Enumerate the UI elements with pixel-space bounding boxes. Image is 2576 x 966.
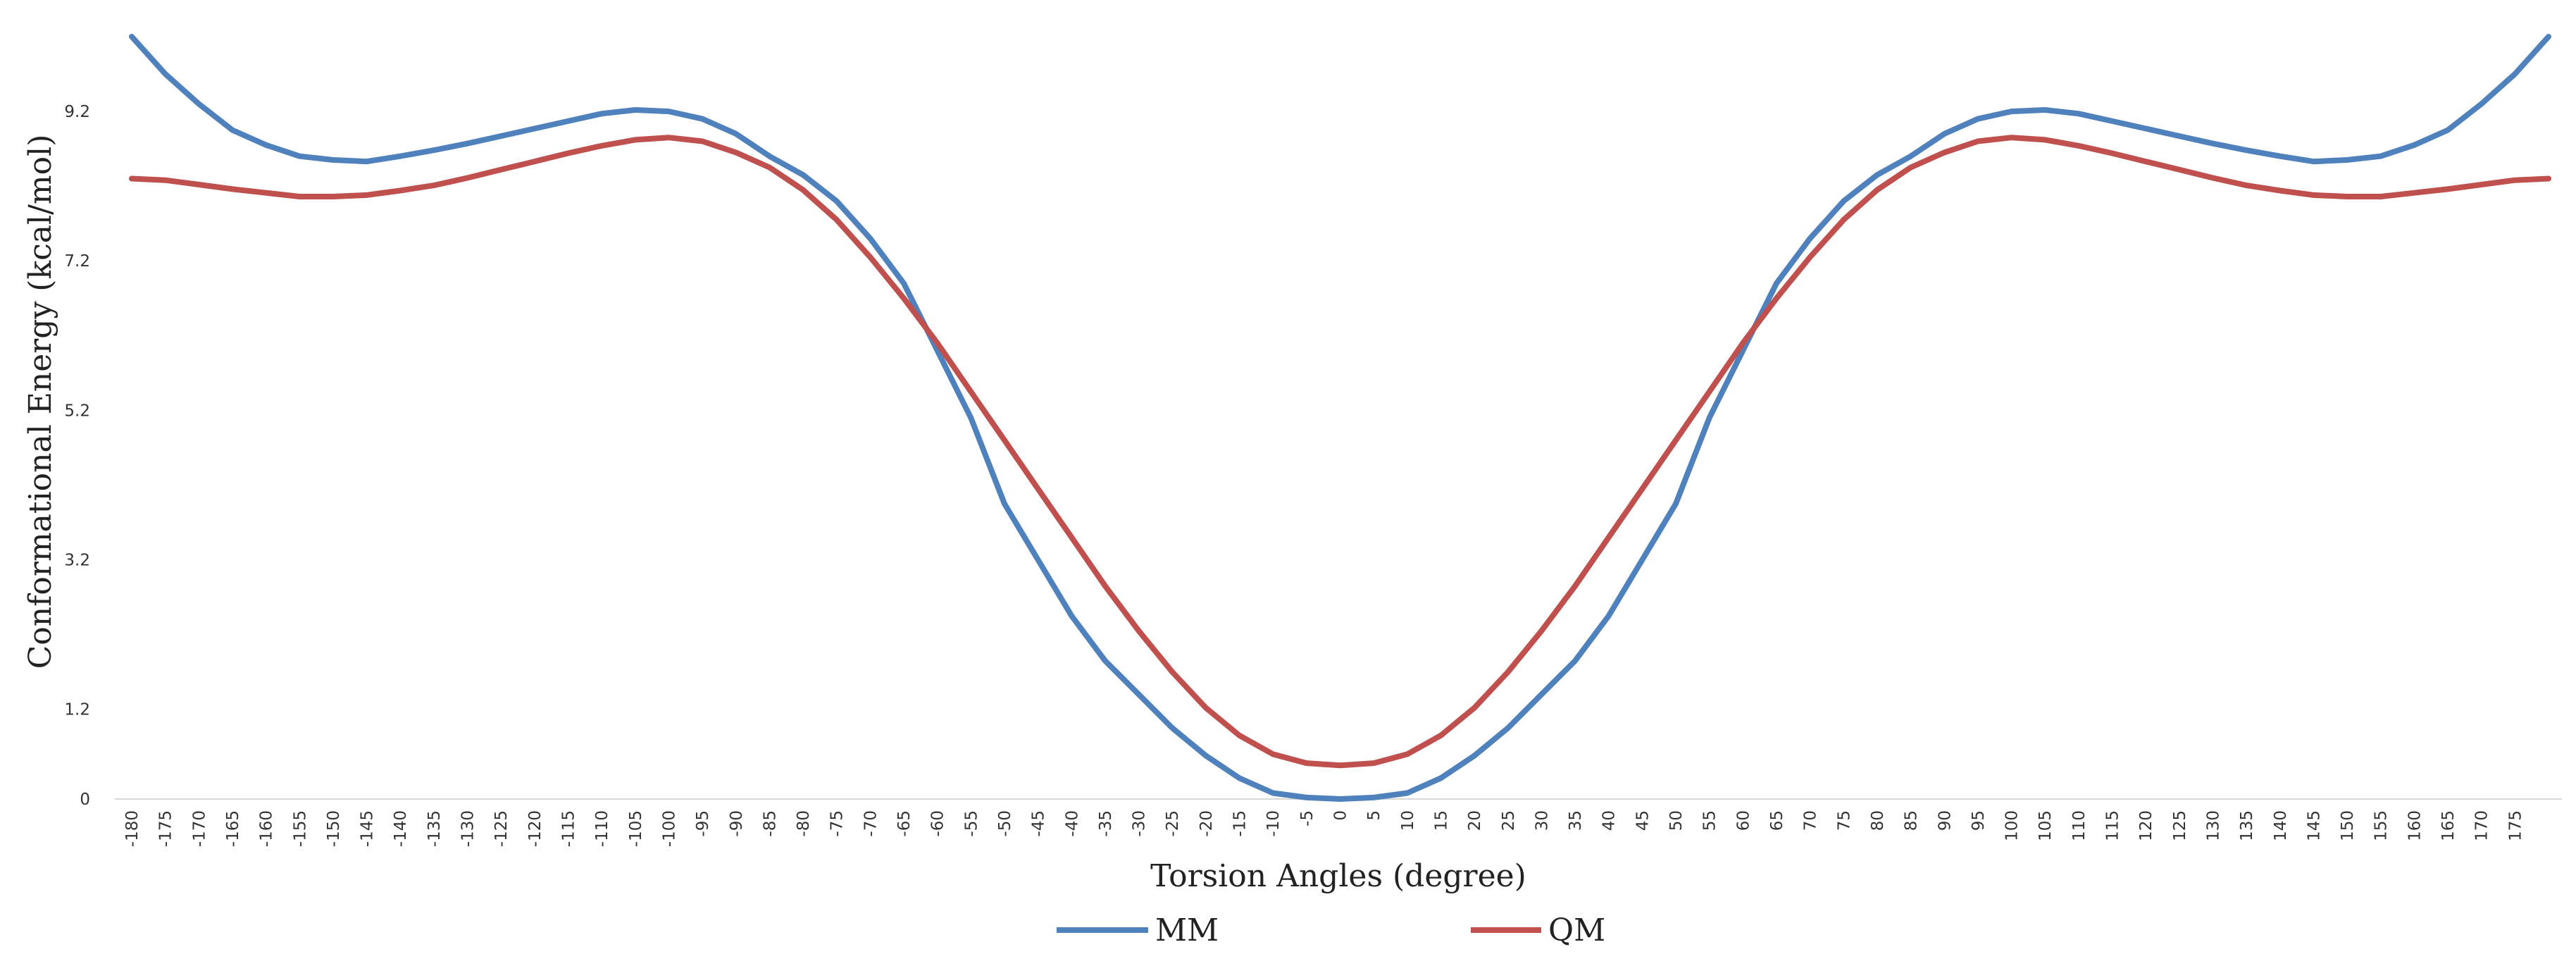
x-tick-label: 10 (1399, 810, 1417, 831)
series-lines (129, 34, 2551, 802)
y-tick-label: 7.2 (64, 252, 90, 271)
x-tick-label: -25 (1164, 810, 1182, 837)
x-tick-label: -140 (392, 810, 410, 847)
x-tick-label: 85 (1903, 810, 1921, 831)
x-tick-label: -155 (291, 810, 309, 847)
x-tick-label: 40 (1600, 810, 1619, 831)
x-tick-label: -65 (895, 810, 914, 837)
x-tick-label: 120 (2137, 810, 2155, 841)
x-tick-label: -35 (1097, 810, 1115, 837)
x-tick-label: 0 (1332, 810, 1350, 821)
x-tick-label: -120 (526, 810, 545, 847)
x-tick-label: 105 (2036, 810, 2055, 841)
x-tick-label: 20 (1466, 810, 1484, 831)
x-axis-ticks: -180 -175 -170 -165 -160 -155 -150 -145 -140 -135… (123, 810, 2525, 847)
series-line-mm (129, 34, 2551, 802)
x-tick-label: 125 (2171, 810, 2189, 841)
x-tick-label: 170 (2473, 810, 2491, 841)
x-tick-label: 150 (2339, 810, 2357, 841)
y-tick-label: 9.2 (64, 103, 90, 121)
x-tick-label: 110 (2070, 810, 2089, 841)
x-tick-label: -55 (962, 810, 981, 837)
x-tick-label: 145 (2305, 810, 2323, 841)
x-tick-label: -170 (190, 810, 209, 847)
x-tick-label: -80 (795, 810, 813, 837)
x-tick-label: 80 (1869, 810, 1887, 831)
x-tick-label: -110 (593, 810, 611, 847)
x-tick-label: 25 (1500, 810, 1518, 831)
x-tick-label: -160 (258, 810, 276, 847)
y-axis-title: Conformational Energy (kcal/mol) (23, 135, 58, 669)
legend: MM QM (1057, 912, 1605, 948)
x-tick-label: 45 (1634, 810, 1652, 831)
x-tick-label: 155 (2372, 810, 2391, 841)
x-tick-label: 5 (1365, 810, 1383, 821)
x-tick-label: -40 (1063, 810, 1081, 837)
y-axis-ticks: 0 1.2 3.2 5.2 7.2 9.2 (64, 103, 90, 809)
x-tick-label: -145 (359, 810, 377, 847)
x-axis-title: Torsion Angles (degree) (1150, 858, 1526, 894)
x-tick-label: -30 (1131, 810, 1149, 837)
x-tick-label: 50 (1667, 810, 1686, 831)
x-tick-label: -105 (627, 810, 645, 847)
x-tick-label: 175 (2506, 810, 2525, 841)
x-tick-label: 90 (1936, 810, 1954, 831)
x-tick-label: 140 (2272, 810, 2290, 841)
x-tick-label: -100 (660, 810, 678, 847)
legend-label-qm: QM (1548, 912, 1605, 948)
x-tick-label: 65 (1768, 810, 1786, 831)
x-tick-label: -175 (157, 810, 175, 847)
x-tick-label: 135 (2238, 810, 2256, 841)
x-tick-label: -135 (425, 810, 444, 847)
x-tick-label: -75 (828, 810, 847, 837)
x-tick-label: -125 (492, 810, 511, 847)
x-tick-label: -90 (728, 810, 746, 837)
x-tick-label: 60 (1734, 810, 1753, 831)
y-tick-label: 3.2 (64, 552, 90, 570)
legend-label-mm: MM (1155, 912, 1219, 948)
x-tick-label: 55 (1701, 810, 1719, 831)
y-tick-label: 0 (80, 791, 90, 809)
y-tick-label: 1.2 (64, 701, 90, 719)
x-tick-label: 95 (1970, 810, 1988, 831)
x-tick-label: -180 (123, 810, 142, 847)
x-tick-label: -5 (1298, 810, 1317, 826)
x-tick-label: -115 (559, 810, 578, 847)
x-tick-label: -45 (1030, 810, 1048, 837)
x-tick-label: 160 (2406, 810, 2424, 841)
x-tick-label: -60 (929, 810, 947, 837)
x-tick-label: 15 (1432, 810, 1450, 831)
x-tick-label: -70 (861, 810, 880, 837)
x-tick-label: 165 (2439, 810, 2458, 841)
x-tick-label: 70 (1802, 810, 1820, 831)
x-tick-label: 30 (1533, 810, 1551, 831)
x-tick-label: -10 (1264, 810, 1283, 837)
x-tick-label: -15 (1231, 810, 1250, 837)
x-tick-label: -85 (761, 810, 779, 837)
x-tick-label: -165 (224, 810, 242, 847)
x-tick-label: 130 (2204, 810, 2222, 841)
x-tick-label: 75 (1835, 810, 1853, 831)
x-tick-label: 35 (1567, 810, 1585, 831)
series-line-qm (129, 135, 2551, 769)
x-tick-label: -20 (1197, 810, 1216, 837)
y-tick-label: 5.2 (64, 402, 90, 420)
x-tick-label: -130 (459, 810, 478, 847)
x-tick-label: -50 (996, 810, 1014, 837)
x-tick-label: 115 (2104, 810, 2122, 841)
x-tick-label: 100 (2003, 810, 2022, 841)
x-tick-label: -95 (694, 810, 712, 837)
x-tick-label: -150 (325, 810, 343, 847)
